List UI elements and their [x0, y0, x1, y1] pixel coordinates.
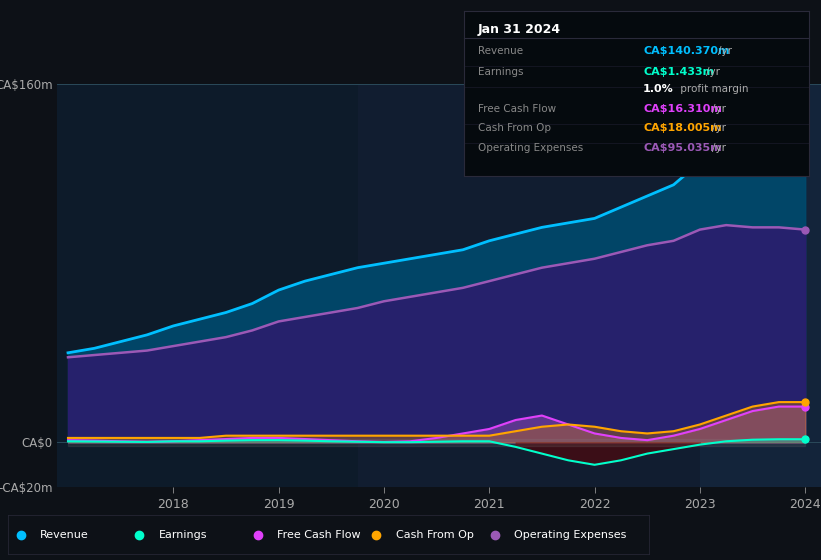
Text: profit margin: profit margin — [677, 84, 749, 94]
Text: Revenue: Revenue — [478, 46, 523, 56]
Text: Earnings: Earnings — [478, 67, 523, 77]
Text: Operating Expenses: Operating Expenses — [478, 143, 583, 153]
Text: /yr: /yr — [712, 104, 726, 114]
Text: Cash From Op: Cash From Op — [478, 124, 551, 133]
Text: Jan 31 2024: Jan 31 2024 — [478, 23, 561, 36]
Text: CA$18.005m: CA$18.005m — [643, 124, 722, 133]
Text: Cash From Op: Cash From Op — [396, 530, 474, 540]
Text: CA$1.433m: CA$1.433m — [643, 67, 714, 77]
Bar — [358, 84, 699, 487]
Text: /yr: /yr — [712, 143, 726, 153]
Text: CA$95.035m: CA$95.035m — [643, 143, 722, 153]
Bar — [57, 84, 358, 487]
Text: /yr: /yr — [718, 46, 732, 56]
Text: Free Cash Flow: Free Cash Flow — [277, 530, 360, 540]
Text: /yr: /yr — [706, 67, 720, 77]
Text: /yr: /yr — [712, 124, 726, 133]
Text: CA$16.310m: CA$16.310m — [643, 104, 722, 114]
Text: Operating Expenses: Operating Expenses — [514, 530, 626, 540]
Text: 1.0%: 1.0% — [643, 84, 674, 94]
Text: Earnings: Earnings — [158, 530, 207, 540]
Text: Free Cash Flow: Free Cash Flow — [478, 104, 556, 114]
Text: Revenue: Revenue — [40, 530, 89, 540]
Text: CA$140.370m: CA$140.370m — [643, 46, 730, 56]
Bar — [699, 84, 821, 487]
